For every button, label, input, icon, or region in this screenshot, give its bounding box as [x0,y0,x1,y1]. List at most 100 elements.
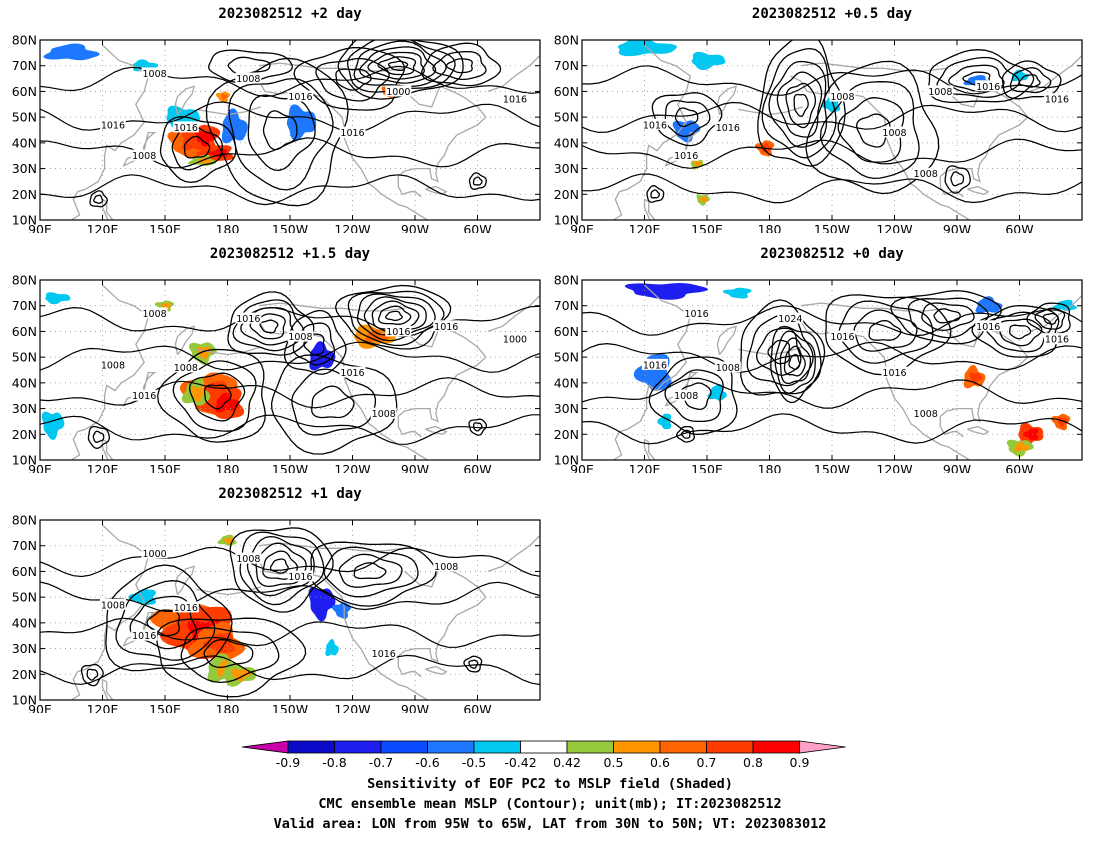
contour-label-bg [99,118,126,130]
lat-tick-label: 70N [554,58,579,73]
coastline [70,284,150,460]
lat-tick-label: 20N [12,187,37,202]
contour-label: 1008 [142,69,166,80]
mslp-contour [582,138,1082,169]
lon-tick-label: 120W [334,462,370,473]
contour-label-bg [385,325,412,337]
mslp-contour [40,174,540,206]
mslp-contour [582,377,1082,409]
sensitivity-shading [1022,428,1039,440]
mslp-contour [291,368,377,436]
contour-label: 1000 [142,549,166,560]
mslp-contour [445,58,473,74]
colorbar-swatch [706,740,754,754]
colorbar-label: -0.42 [504,755,536,770]
colorbar-label: -0.9 [276,755,300,770]
contour-label-bg [777,312,804,324]
mslp-contour [582,341,1082,374]
contour-label: 1000 [503,335,527,346]
coastline [1029,280,1082,333]
panel-title: 2023082512 +1 day [218,486,362,502]
mslp-contour [229,527,334,613]
contour-label-bg [339,366,366,378]
mslp-contour [239,531,325,606]
coastline [800,302,947,312]
contour-label: 1016 [882,368,906,379]
sensitivity-shading [197,157,213,164]
lon-tick-label: 90E [28,462,52,473]
sensitivity-shading [1014,441,1030,452]
contour-label-bg [287,330,314,342]
contour-label-bg [235,552,262,564]
colorbar-label: -0.5 [462,755,486,770]
mslp-contour [971,304,1060,358]
contour-label-bg [433,560,460,572]
colorbar-label: 0.8 [743,755,763,770]
contour-label-bg [881,366,908,378]
sensitivity-shading [43,43,100,61]
contour-label-bg [141,307,168,319]
lon-tick-label: 120E [629,222,661,233]
colorbar-arrow-left [241,740,289,754]
contour-label: 1016 [288,572,312,583]
mslp-contour [246,535,315,597]
contour-label: 1016 [340,368,364,379]
mslp-contour [367,51,425,80]
mslp-contour [785,82,817,129]
mslp-contour [1009,324,1032,340]
lon-tick-label: 120E [87,222,119,233]
mslp-contour [950,171,965,187]
contour-label-bg [287,570,314,582]
sensitivity-shading [230,668,252,682]
lon-tick-label: 90W [943,462,971,473]
mslp-contour [936,56,1020,98]
lon-tick-label: 120E [629,462,661,473]
mslp-contour [269,558,289,574]
sensitivity-shading [221,108,248,144]
mslp-contour [227,291,315,356]
coastline [174,325,196,356]
lon-tick-label: 150E [149,222,181,233]
coastline [101,198,114,220]
mslp-contour [129,595,198,650]
mslp-contour [774,330,816,394]
mslp-contour [997,318,1043,347]
contour-label: 1016 [976,82,1000,93]
lat-tick-label: 40N [12,135,37,150]
coastline [258,542,405,552]
mslp-contour [377,305,412,325]
lon-tick-label: 60W [1005,222,1033,233]
lat-tick-label: 40N [554,135,579,150]
mslp-contour [249,313,286,340]
mslp-contour [159,116,237,184]
mslp-contour [468,172,487,190]
coastline [70,44,150,220]
lon-tick-label: 90W [401,702,429,713]
colorbar-swatch [566,740,614,754]
contour-label: 1008 [674,391,698,402]
contour-label-bg [881,126,908,138]
lon-tick-label: 60W [463,462,491,473]
contour-label: 1016 [372,649,396,660]
mslp-contour [664,369,724,423]
coastline [716,325,738,356]
contour-label: 1016 [716,123,740,134]
contour-label-bg [433,320,460,332]
contour-label: 1016 [174,603,198,614]
mslp-contour [651,92,723,147]
mslp-contour [582,173,1082,204]
contour-label-bg [370,407,397,419]
mslp-contour [907,297,990,339]
lon-tick-label: 180 [758,222,782,233]
mslp-contour [664,99,711,137]
contour-label-bg [912,407,939,419]
lat-tick-label: 10N [12,213,37,228]
mslp-contour [650,189,661,199]
contour-label: 1016 [101,120,125,131]
lon-tick-label: 120W [334,702,370,713]
contour-label: 1008 [132,151,156,162]
contour-label: 1016 [132,631,156,642]
coastline [738,346,803,356]
contour-label-bg [385,85,412,97]
mslp-contour [359,46,437,84]
